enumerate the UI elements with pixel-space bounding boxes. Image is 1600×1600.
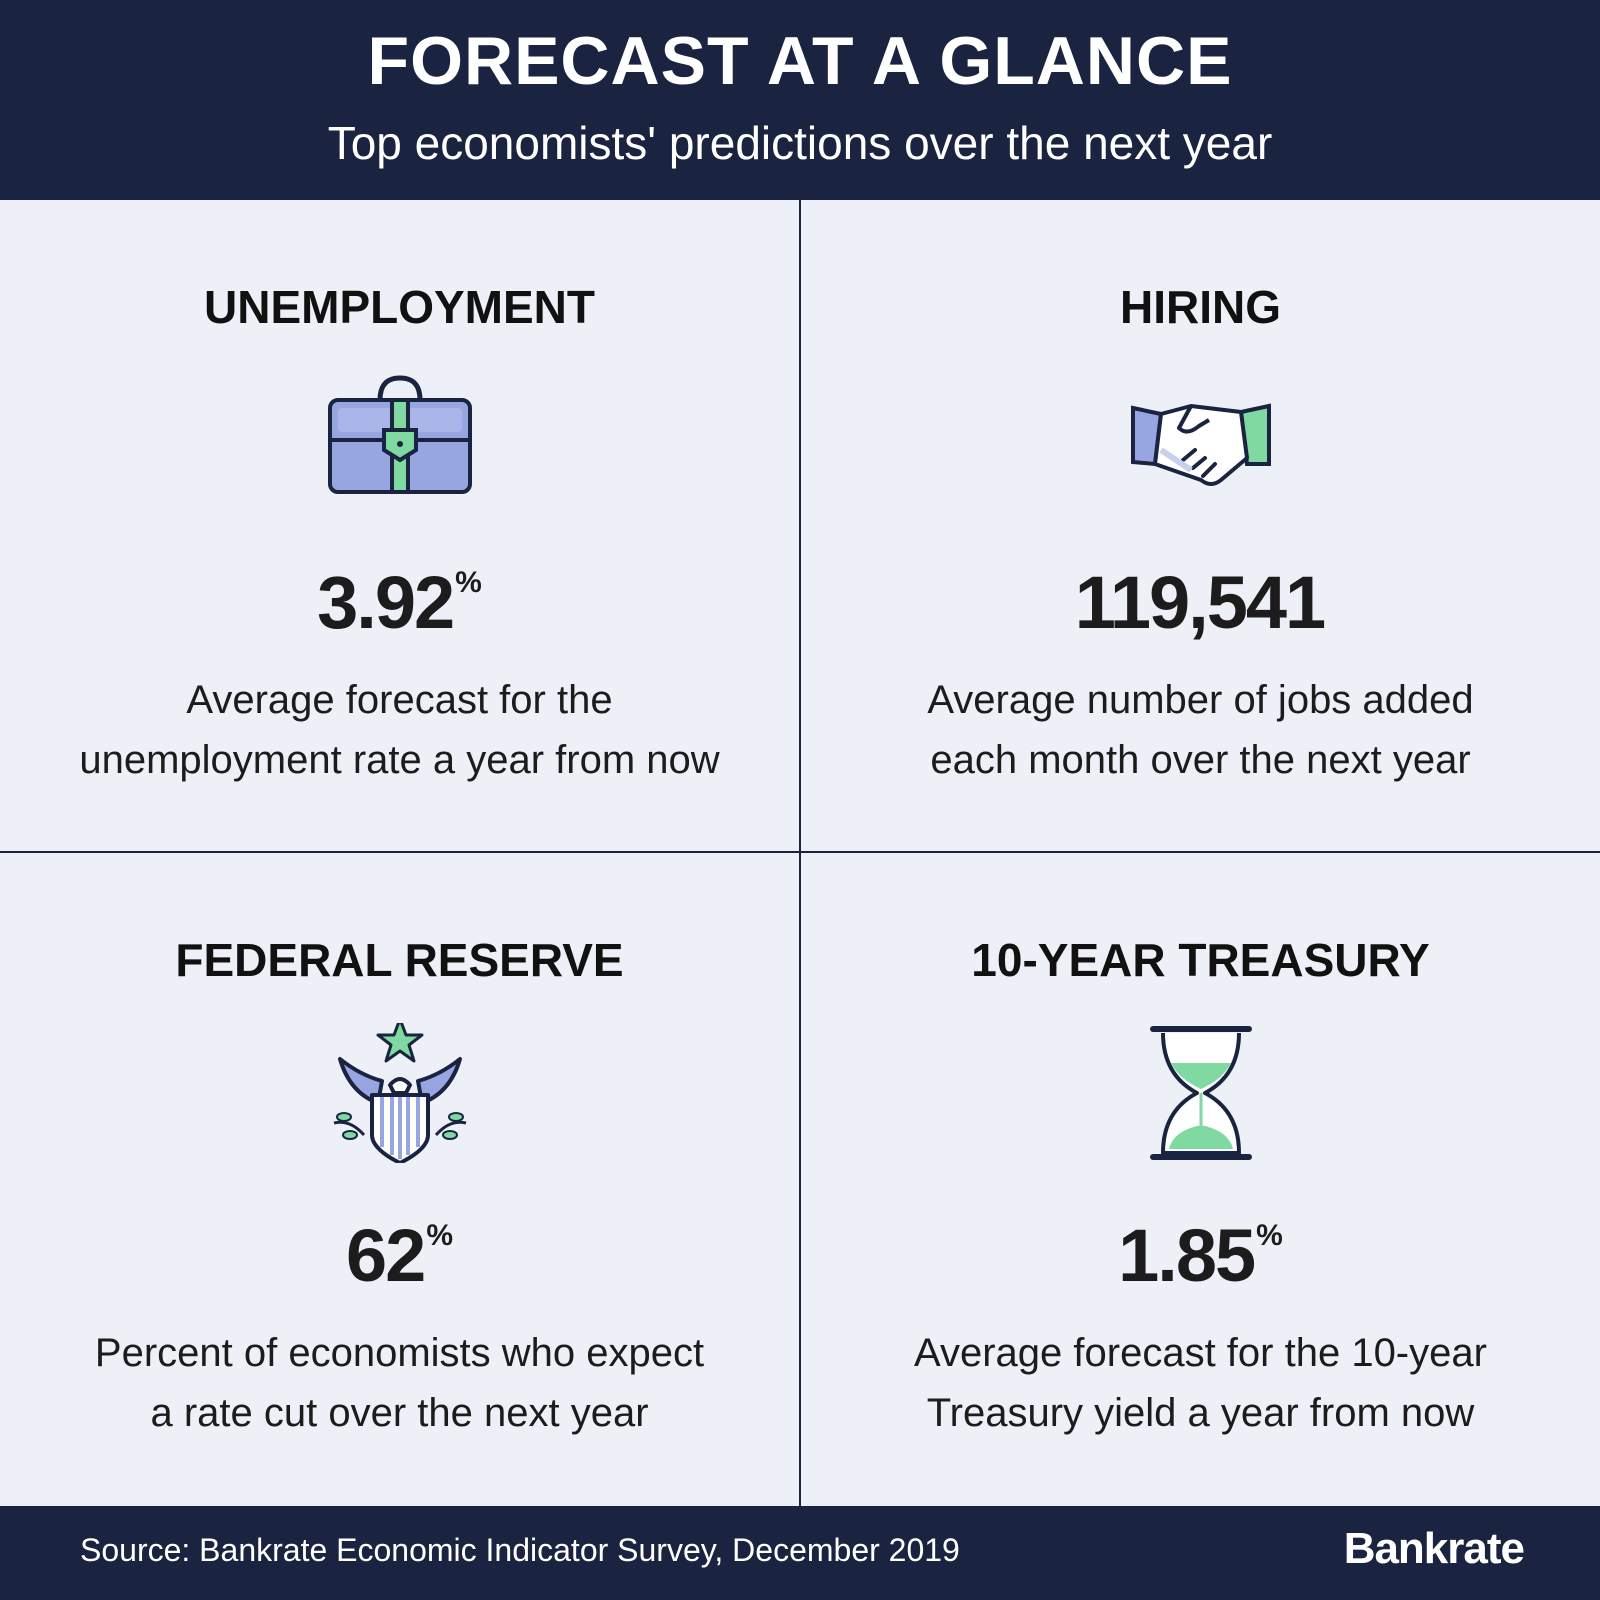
card-description: Average forecast for the unemployment ra… — [40, 670, 759, 790]
card-value: 1.85% — [801, 1213, 1600, 1298]
value-number: 1.85 — [1118, 1214, 1256, 1297]
card-heading: FEDERAL RESERVE — [175, 934, 624, 986]
card-description: Average number of jobs added each month … — [841, 670, 1560, 790]
desc-line: Average number of jobs added — [927, 678, 1474, 722]
briefcase-icon — [320, 370, 480, 510]
card-heading: HIRING — [1120, 281, 1281, 333]
card-description: Average forecast for the 10-year Treasur… — [841, 1323, 1560, 1443]
page-title: FORECAST AT A GLANCE — [367, 23, 1233, 99]
desc-line: Average forecast for the 10-year — [914, 1331, 1487, 1375]
footer: Source: Bankrate Economic Indicator Surv… — [0, 1506, 1600, 1600]
vertical-divider — [799, 200, 801, 1506]
header: FORECAST AT A GLANCE Top economists' pre… — [0, 0, 1600, 200]
source-note: Source: Bankrate Economic Indicator Surv… — [80, 1532, 960, 1568]
page-subtitle: Top economists' predictions over the nex… — [327, 117, 1273, 169]
forecast-grid: UNEMPLOYMENT 3.92% Average forecast for … — [0, 200, 1600, 1506]
value-number: 62 — [346, 1214, 426, 1297]
card-description: Percent of economists who expect a rate … — [40, 1323, 759, 1443]
desc-line: unemployment rate a year from now — [79, 738, 720, 782]
desc-line: each month over the next year — [930, 738, 1471, 782]
horizontal-divider — [0, 851, 1600, 853]
bankrate-logo: Bankrate — [1343, 1524, 1525, 1573]
card-federal-reserve: FEDERAL RESERVE 62% Percent of economist… — [0, 853, 799, 1504]
card-heading: 10-YEAR TREASURY — [971, 934, 1430, 986]
value-number: 119,541 — [1074, 561, 1326, 644]
card-unemployment: UNEMPLOYMENT 3.92% Average forecast for … — [0, 200, 799, 851]
card-value: 119,541 — [801, 560, 1600, 645]
eagle-crest-icon — [320, 1017, 480, 1165]
desc-line: a rate cut over the next year — [150, 1391, 649, 1435]
card-heading: UNEMPLOYMENT — [204, 281, 595, 333]
desc-line: Average forecast for the — [186, 678, 613, 722]
value-unit: % — [455, 566, 482, 599]
desc-line: Treasury yield a year from now — [926, 1391, 1475, 1435]
value-number: 3.92 — [317, 561, 455, 644]
card-value: 62% — [0, 1213, 799, 1298]
card-hiring: HIRING 119,541 Average number of jobs ad… — [801, 200, 1600, 851]
desc-line: Percent of economists who expect — [94, 1331, 705, 1375]
value-unit: % — [426, 1219, 453, 1252]
value-unit: % — [1256, 1219, 1283, 1252]
handshake-icon — [1121, 370, 1281, 510]
card-value: 3.92% — [0, 560, 799, 645]
hourglass-icon — [1121, 1023, 1281, 1163]
card-10-year-treasury: 10-YEAR TREASURY 1.85% Average forecast … — [801, 853, 1600, 1504]
